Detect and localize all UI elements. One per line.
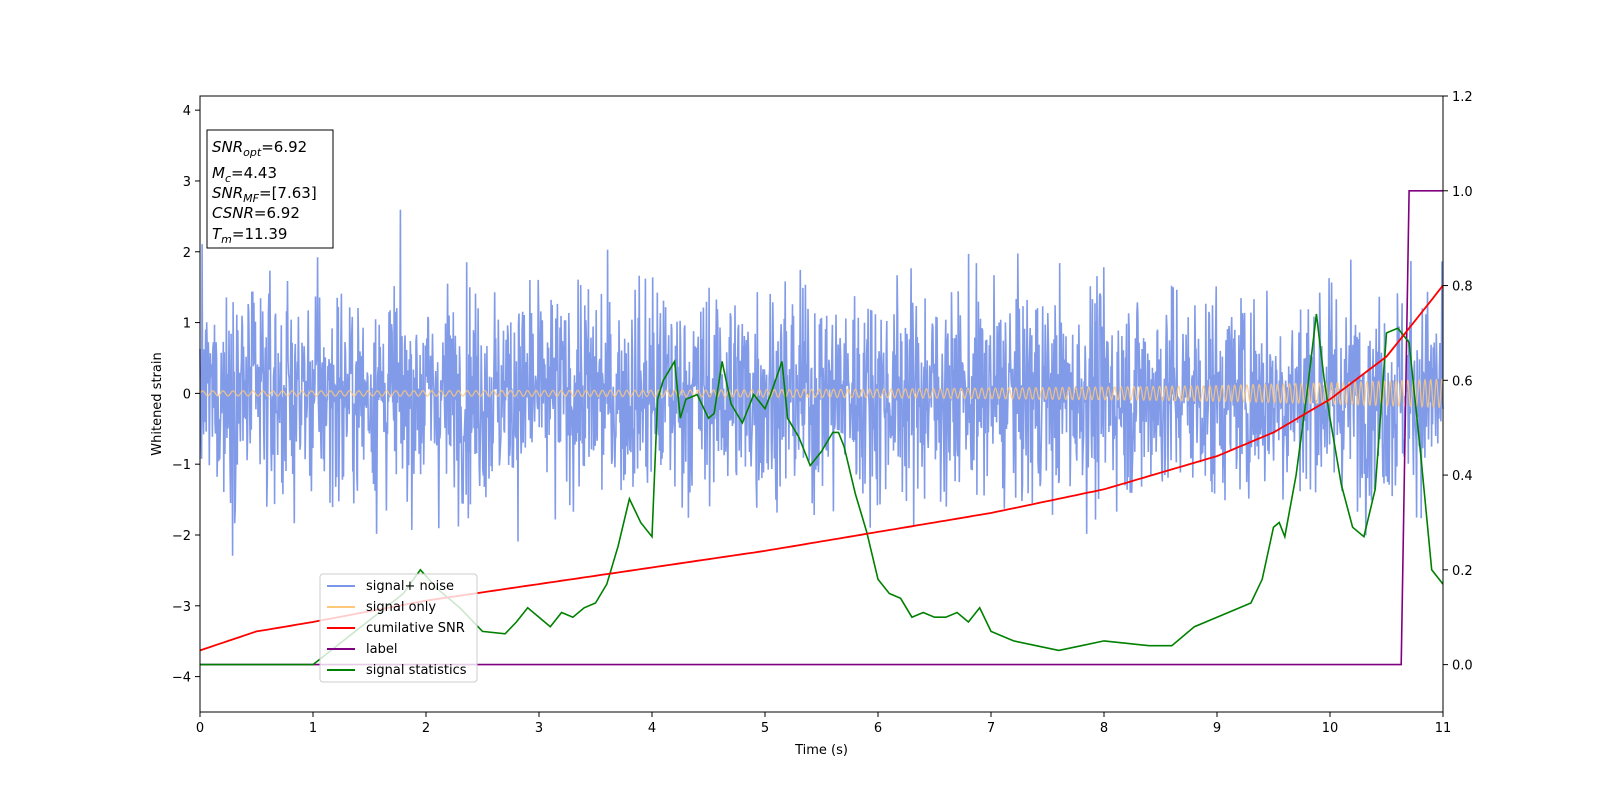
legend: signal+ noise signal only cumilative SNR… [319, 573, 478, 683]
y-left-tick-label: 0 [183, 387, 191, 402]
x-tick-label: 4 [648, 721, 656, 736]
x-tick-label: 11 [1435, 721, 1452, 736]
x-tick-label: 2 [422, 721, 430, 736]
y-axis-title: Whitened strain [150, 352, 165, 455]
x-axis-title: Time (s) [794, 743, 848, 758]
x-tick-label: 1 [309, 721, 317, 736]
series-signal-statistics [200, 313, 1444, 666]
legend-label-signal-noise: signal+ noise [366, 579, 454, 594]
x-tick-label: 8 [1100, 721, 1108, 736]
y-left-tick-label: 2 [183, 246, 191, 261]
series-signal-noise [199, 209, 1444, 556]
info-mc: Mc=4.43 [212, 164, 277, 185]
y-left-tick-label: −2 [172, 529, 191, 544]
y-left-tick-label: −4 [172, 671, 191, 686]
legend-label-signal-only: signal only [366, 600, 436, 615]
y-right-tick-label: 1.0 [1452, 185, 1473, 200]
y-right-tick-label: 0.2 [1452, 564, 1473, 579]
x-tick-label: 9 [1213, 721, 1221, 736]
x-tick-label: 7 [987, 721, 995, 736]
y-right-tick-label: 0.4 [1452, 469, 1473, 484]
y-right-tick-label: 0.0 [1452, 659, 1473, 674]
y-left-tick-label: 3 [183, 175, 191, 190]
x-tick-label: 5 [761, 721, 769, 736]
x-tick-label: 0 [196, 721, 204, 736]
legend-label-cumulative-snr: cumilative SNR [366, 621, 465, 636]
y-right-tick-label: 0.6 [1452, 374, 1473, 389]
y-left-tick-label: −3 [172, 600, 191, 615]
y-left-tick-label: 1 [183, 317, 191, 332]
x-tick-label: 3 [535, 721, 543, 736]
series-label [200, 190, 1443, 666]
y-right-tick-label: 1.2 [1452, 90, 1473, 105]
y-left-tick-label: −1 [172, 458, 191, 473]
y-right-tick-label: 0.8 [1452, 280, 1473, 295]
plot-frame [199, 95, 1444, 713]
x-tick-label: 10 [1322, 721, 1339, 736]
legend-label-label: label [366, 642, 397, 657]
legend-label-signal-statistics: signal statistics [366, 663, 467, 678]
info-tm: Tm=11.39 [212, 225, 287, 246]
info-csnr: CSNR=6.92 [212, 204, 300, 222]
y-left-tick-label: 4 [183, 104, 191, 119]
series-signal-only [199, 378, 1444, 409]
x-tick-label: 6 [874, 721, 882, 736]
info-snr-opt: SNRopt=6.92 [212, 138, 307, 159]
info-snr-mf: SNRMF=[7.63] [212, 184, 317, 205]
info-box: SNRopt=6.92 Mc=4.43 SNRMF=[7.63] CSNR=6.… [206, 129, 334, 249]
